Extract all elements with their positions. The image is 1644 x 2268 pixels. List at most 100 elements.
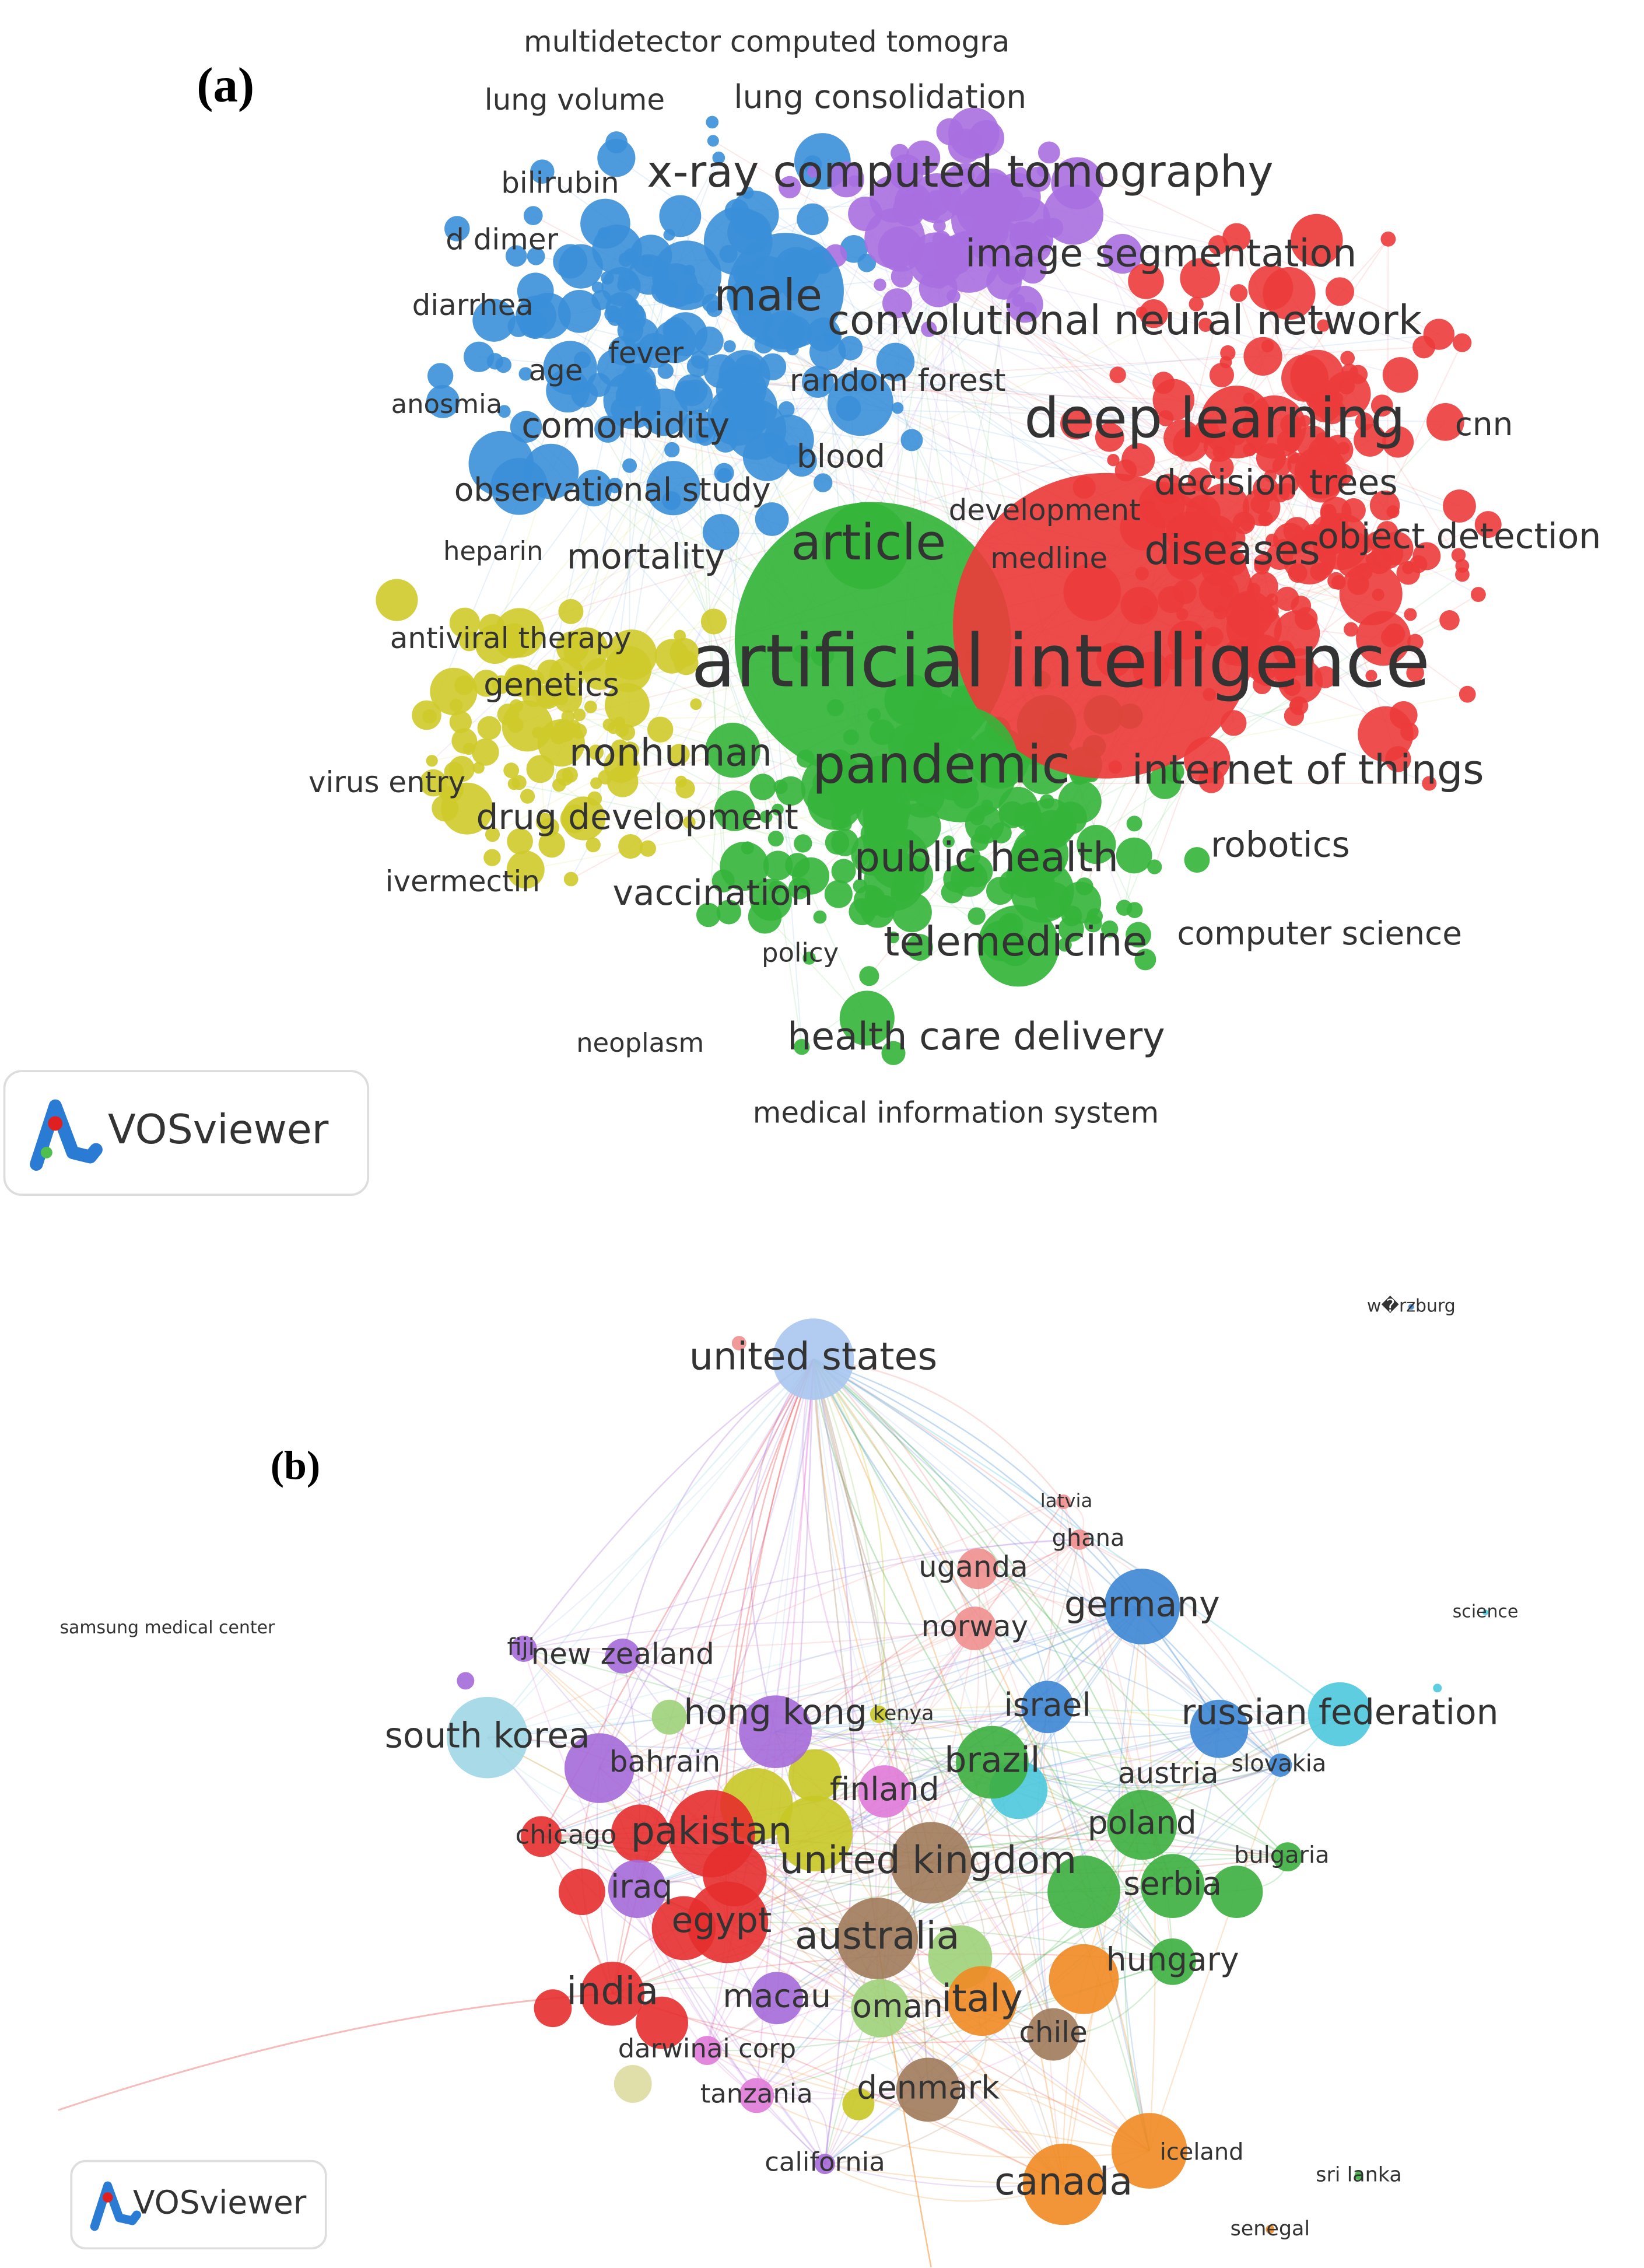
node-label: austria xyxy=(1118,1756,1219,1790)
node xyxy=(854,776,877,800)
keyword-label: fever xyxy=(608,336,683,370)
node xyxy=(457,1672,475,1690)
link xyxy=(776,1606,1143,1999)
node xyxy=(1266,593,1278,606)
link xyxy=(877,1706,1049,1939)
node-label: serbia xyxy=(1123,1865,1222,1902)
node xyxy=(1266,2225,1275,2234)
link xyxy=(812,1359,1288,1858)
node xyxy=(597,227,611,240)
node xyxy=(1314,666,1337,688)
node xyxy=(618,834,643,859)
node xyxy=(1319,398,1345,425)
node xyxy=(814,377,826,389)
node xyxy=(874,278,886,291)
node xyxy=(1308,1682,1372,1746)
node xyxy=(1198,767,1225,793)
node xyxy=(899,198,912,210)
node-label: bahrain xyxy=(609,1745,720,1779)
node xyxy=(587,791,602,806)
node xyxy=(896,2057,961,2122)
node xyxy=(376,579,418,621)
node xyxy=(717,467,732,483)
node-label: india xyxy=(566,1969,658,2013)
node xyxy=(1412,542,1441,570)
node xyxy=(968,907,986,925)
node xyxy=(1382,357,1418,393)
link xyxy=(756,2000,983,2096)
node xyxy=(597,139,636,177)
node-label: russian federation xyxy=(1182,1692,1499,1732)
node xyxy=(707,135,719,147)
node xyxy=(859,966,879,986)
link xyxy=(727,1856,1288,1923)
node xyxy=(1101,920,1119,938)
node xyxy=(748,900,782,934)
node-label: finland xyxy=(830,1770,940,1808)
node xyxy=(588,744,604,760)
node xyxy=(486,353,504,370)
node xyxy=(828,162,864,198)
keyword-label: mortality xyxy=(567,537,725,578)
link xyxy=(486,1359,814,1738)
keyword-label: bilirubin xyxy=(501,166,619,200)
node xyxy=(558,289,601,333)
node xyxy=(977,905,1060,987)
node-label: latvia xyxy=(1040,1490,1093,1512)
node-label: israel xyxy=(1004,1686,1091,1723)
link xyxy=(812,1359,879,1715)
node xyxy=(1152,379,1195,421)
node xyxy=(1451,548,1466,562)
node xyxy=(1380,231,1396,247)
link xyxy=(774,1359,814,1732)
node xyxy=(1102,234,1142,274)
link xyxy=(1117,1606,1150,2151)
link xyxy=(523,1358,814,1650)
node xyxy=(556,768,574,786)
node xyxy=(657,363,674,379)
node xyxy=(527,247,545,265)
link xyxy=(664,334,1439,413)
node xyxy=(824,880,853,908)
node xyxy=(518,367,532,381)
keyword-label: article xyxy=(791,514,946,572)
node xyxy=(779,176,801,198)
node xyxy=(1077,825,1116,864)
node xyxy=(1341,498,1366,523)
keyword-label: lung consolidation xyxy=(734,78,1026,116)
keyword-label: diarrhea xyxy=(412,288,534,322)
node xyxy=(714,790,755,831)
node xyxy=(1453,333,1472,352)
node xyxy=(707,386,767,446)
link xyxy=(598,1359,814,1769)
node xyxy=(1281,354,1329,402)
link xyxy=(930,1539,1081,1863)
node xyxy=(449,607,480,638)
link xyxy=(930,1862,1064,2185)
link xyxy=(636,1359,814,1889)
node xyxy=(586,837,601,853)
keyword-label: diseases xyxy=(1144,527,1320,574)
node xyxy=(1198,317,1213,332)
node xyxy=(809,334,846,370)
keyword-label: health care delivery xyxy=(787,1015,1165,1059)
link xyxy=(1124,1825,1150,2151)
node xyxy=(1426,403,1464,441)
node xyxy=(1339,562,1403,626)
node xyxy=(608,1860,667,1919)
node-label: senegal xyxy=(1231,2217,1310,2241)
link xyxy=(727,1501,1064,1923)
node xyxy=(573,351,591,369)
node xyxy=(426,755,438,767)
keyword-label: medical information system xyxy=(753,1096,1159,1129)
node xyxy=(1139,299,1168,328)
link xyxy=(756,2092,828,2164)
node xyxy=(1019,256,1047,284)
keyword-label: blood xyxy=(797,438,885,475)
node xyxy=(814,473,833,492)
node xyxy=(477,716,502,740)
node xyxy=(559,373,573,387)
node-label: iraq xyxy=(611,1868,672,1905)
node xyxy=(1482,1609,1489,1616)
link xyxy=(1079,1539,1281,1766)
